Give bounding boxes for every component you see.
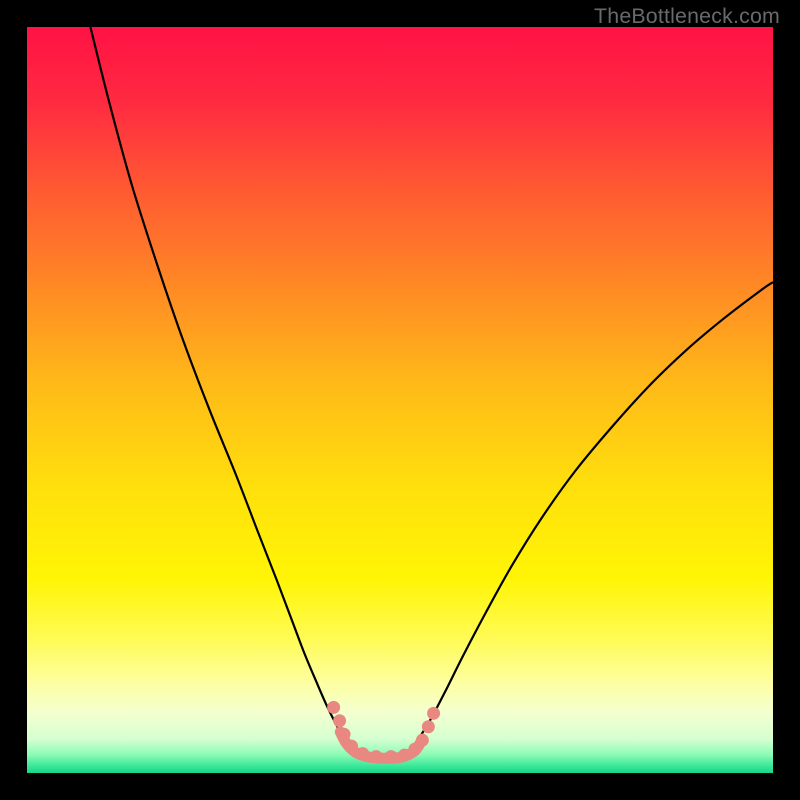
marker-dot xyxy=(327,701,340,714)
marker-dot xyxy=(333,714,346,727)
marker-dot xyxy=(427,707,440,720)
marker-dot xyxy=(345,740,358,753)
gradient-background xyxy=(27,27,773,773)
marker-dot xyxy=(338,728,351,741)
marker-dot xyxy=(356,747,369,760)
plot-svg xyxy=(27,27,773,773)
watermark-text: TheBottleneck.com xyxy=(594,4,780,29)
marker-dot xyxy=(422,720,435,733)
marker-dot xyxy=(416,734,429,747)
plot-area xyxy=(27,27,773,773)
figure-root: TheBottleneck.com xyxy=(0,0,800,800)
marker-dot xyxy=(370,750,383,763)
marker-dot xyxy=(385,750,398,763)
